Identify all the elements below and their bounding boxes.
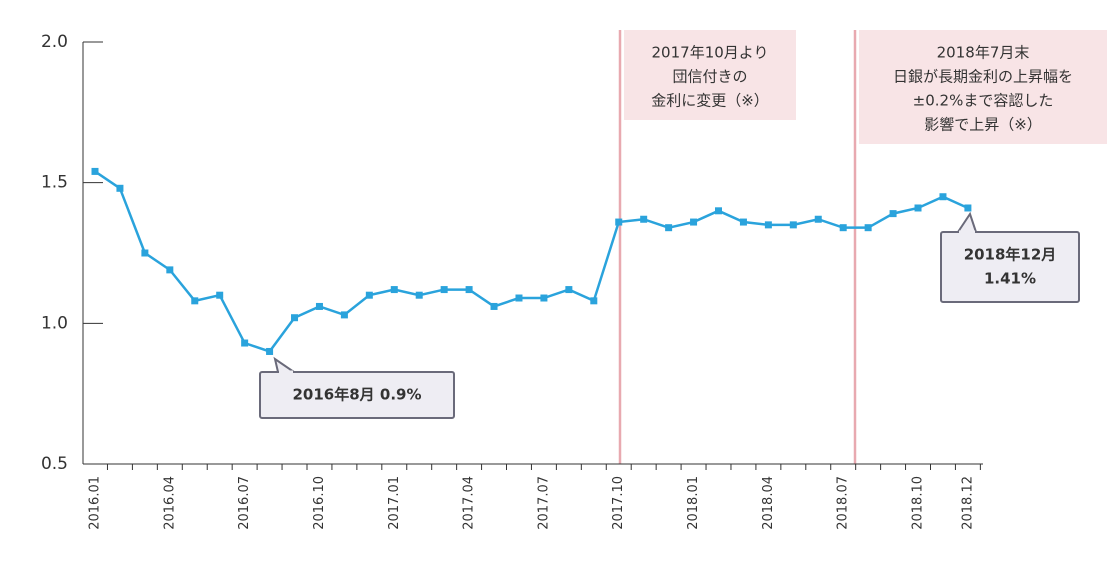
x-tick-label: 2016.10 <box>312 476 327 530</box>
point <box>515 294 523 302</box>
note-text: 2018年7月末 <box>937 44 1030 62</box>
y-tick-label: 2.0 <box>41 32 68 52</box>
point <box>191 297 199 305</box>
point <box>291 314 299 322</box>
point <box>565 286 573 294</box>
point <box>764 221 772 229</box>
x-tick-label: 2017.07 <box>536 476 551 530</box>
note-text: ±0.2%まで容認した <box>913 92 1054 110</box>
x-tick-label: 2018.07 <box>836 476 851 530</box>
note-text: 影響で上昇（※） <box>924 116 1042 134</box>
point <box>615 218 623 226</box>
point <box>665 224 673 232</box>
callout-text: 2018年12月 <box>964 246 1057 264</box>
callout-text: 1.41% <box>984 270 1036 288</box>
y-tick-label: 0.5 <box>41 454 68 474</box>
x-tick-label: 2016.07 <box>237 476 252 530</box>
point <box>814 215 822 223</box>
point <box>690 218 698 226</box>
x-tick-label: 2018.04 <box>761 476 776 530</box>
callout-tip <box>956 211 978 233</box>
note-text: 団信付きの <box>672 68 747 86</box>
x-tick-label: 2016.01 <box>88 476 103 530</box>
point <box>116 184 124 192</box>
point <box>864 224 872 232</box>
x-tick-label: 2018.01 <box>686 476 701 530</box>
callout-text: 2016年8月 0.9% <box>292 386 421 404</box>
point <box>241 339 249 347</box>
callout-tip <box>273 356 298 373</box>
point <box>141 249 149 257</box>
note-text: 金利に変更（※） <box>651 92 769 110</box>
series-line <box>94 170 969 353</box>
point <box>216 291 224 299</box>
y-tick-label: 1.5 <box>41 173 68 193</box>
point <box>390 286 398 294</box>
point <box>739 218 747 226</box>
point <box>939 193 947 201</box>
x-tick-label: 2017.04 <box>462 476 477 530</box>
point <box>964 204 972 212</box>
point <box>914 204 922 212</box>
callout-box <box>259 371 455 419</box>
note-text: 2017年10月より <box>652 44 769 62</box>
point <box>640 215 648 223</box>
point <box>465 286 473 294</box>
point <box>889 210 897 218</box>
x-tick-label: 2018.12 <box>960 476 975 530</box>
point <box>839 224 847 232</box>
y-tick-label: 1.0 <box>41 313 68 333</box>
x-tick-label: 2018.10 <box>911 476 926 530</box>
x-tick-label: 2017.10 <box>611 476 626 530</box>
point <box>490 302 498 310</box>
note-box <box>859 30 1107 144</box>
note-text: 日銀が長期金利の上昇幅を <box>893 68 1073 86</box>
point <box>590 297 598 305</box>
point <box>340 311 348 319</box>
point <box>166 266 174 274</box>
point <box>789 221 797 229</box>
note-box <box>624 30 796 120</box>
callout-box <box>940 231 1080 303</box>
point <box>266 347 274 355</box>
point <box>415 291 423 299</box>
point <box>715 207 722 215</box>
x-tick-label: 2017.01 <box>387 476 402 530</box>
point <box>440 286 448 294</box>
point <box>365 291 373 299</box>
point <box>540 294 548 302</box>
point <box>315 302 323 310</box>
point <box>91 167 99 175</box>
x-tick-label: 2016.04 <box>162 476 177 530</box>
